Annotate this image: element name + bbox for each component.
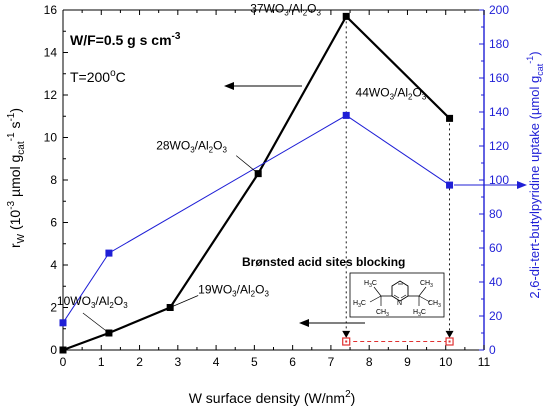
point-label: 44WO3/Al2O3 <box>356 85 427 101</box>
y-right-tick-label: 60 <box>489 241 503 255</box>
y-right-tick-label: 120 <box>489 139 509 153</box>
molecule-atom: CH3 <box>376 309 389 318</box>
x-tick-label: 3 <box>174 355 181 369</box>
data-point-uptake <box>59 319 67 327</box>
x-tick-label: 6 <box>289 355 296 369</box>
arrow-right-axis <box>454 181 527 189</box>
y-right-axis-title: 2,6-di-tert-butylpyridine uptake (µmol g… <box>525 51 545 298</box>
x-tick-label: 2 <box>136 355 143 369</box>
molecule-atom: H3C <box>364 280 377 289</box>
molecule-atom: H3C <box>353 300 366 309</box>
x-tick-label: 5 <box>251 355 258 369</box>
data-point-center-bronsted <box>345 340 348 343</box>
data-point-uptake <box>105 249 113 257</box>
data-point-rate <box>59 346 67 354</box>
molecule-atom: CH3 <box>420 280 433 289</box>
y-right-tick-label: 40 <box>489 275 503 289</box>
data-point-center-bronsted <box>448 340 451 343</box>
label-leader-line <box>82 312 110 334</box>
y-left-tick-label: 8 <box>50 173 57 187</box>
molecule-atom: N <box>397 300 402 307</box>
annotation-bronsted: Brønsted acid sites blocking <box>242 255 405 269</box>
y-left-tick-label: 16 <box>44 3 58 17</box>
y-left-tick-label: 12 <box>44 88 58 102</box>
data-point-rate <box>342 12 350 20</box>
point-label: 28WO3/Al2O3 <box>156 139 227 155</box>
series-line-uptake <box>62 114 450 324</box>
y-left-tick-label: 6 <box>50 216 57 230</box>
label-leader-line <box>235 155 259 174</box>
molecule-atom: H3C <box>413 309 426 318</box>
annotation-wf: W/F=0.5 g s cm-3 <box>70 31 181 48</box>
y-left-tick-label: 14 <box>44 46 58 60</box>
label-leader-line <box>170 295 199 308</box>
molecule-atom: CH3 <box>428 300 441 309</box>
guide-lines <box>342 16 454 338</box>
y-right-tick-label: 200 <box>489 3 509 17</box>
guide-arrowhead <box>445 330 454 338</box>
label-leader-line <box>441 110 450 119</box>
y-right-tick-label: 140 <box>489 105 509 119</box>
x-tick-label: 10 <box>439 355 453 369</box>
point-label: 37WO3/Al2O3 <box>250 1 321 17</box>
y-right-tick-label: 0 <box>489 343 496 357</box>
data-point-uptake <box>446 181 454 189</box>
y-left-tick-label: 2 <box>50 301 57 315</box>
x-tick-label: 11 <box>478 355 491 369</box>
x-tick-label: 8 <box>366 355 373 369</box>
y-left-tick-label: 0 <box>50 343 57 357</box>
y-right-tick-label: 80 <box>489 207 503 221</box>
guide-arrowhead <box>342 330 351 338</box>
y-left-axis-title: rW (10-3 µmol gcat-1 s-1) <box>6 108 27 248</box>
y-left-tick-label: 4 <box>50 258 57 272</box>
point-label: 10WO3/Al2O3 <box>57 294 128 310</box>
y-right-tick-label: 20 <box>489 309 503 323</box>
arrow-left-axis-top <box>224 82 302 90</box>
data-point-uptake <box>342 111 350 119</box>
annotation-temperature: T=200oC <box>70 68 126 85</box>
molecule-structure: N H3C CH3 CH3 H3C H3C CH3 <box>349 272 445 318</box>
y-right-tick-label: 180 <box>489 37 509 51</box>
y-right-tick-label: 100 <box>489 173 509 187</box>
x-tick-label: 7 <box>328 355 335 369</box>
y-left-tick-label: 10 <box>44 131 58 145</box>
series-line-rate <box>62 14 451 352</box>
series-layer <box>59 12 454 354</box>
x-axis-title: W surface density (W/nm2) <box>189 389 356 406</box>
arrow-left-axis-bottom <box>299 319 365 327</box>
y-right-tick-label: 160 <box>489 71 509 85</box>
x-tick-label: 0 <box>60 355 67 369</box>
point-labels: 10WO3/Al2O3 19WO3/Al2O3 28WO3/Al2O3 37WO3/A… <box>57 1 450 334</box>
x-tick-label: 4 <box>213 355 220 369</box>
axis-ticks: 0 1 2 3 4 5 6 7 8 9 10 1102468101214160204060801001… <box>44 3 510 369</box>
x-tick-label: 9 <box>404 355 411 369</box>
point-label: 19WO3/Al2O3 <box>198 283 269 299</box>
x-tick-label: 1 <box>98 355 105 369</box>
